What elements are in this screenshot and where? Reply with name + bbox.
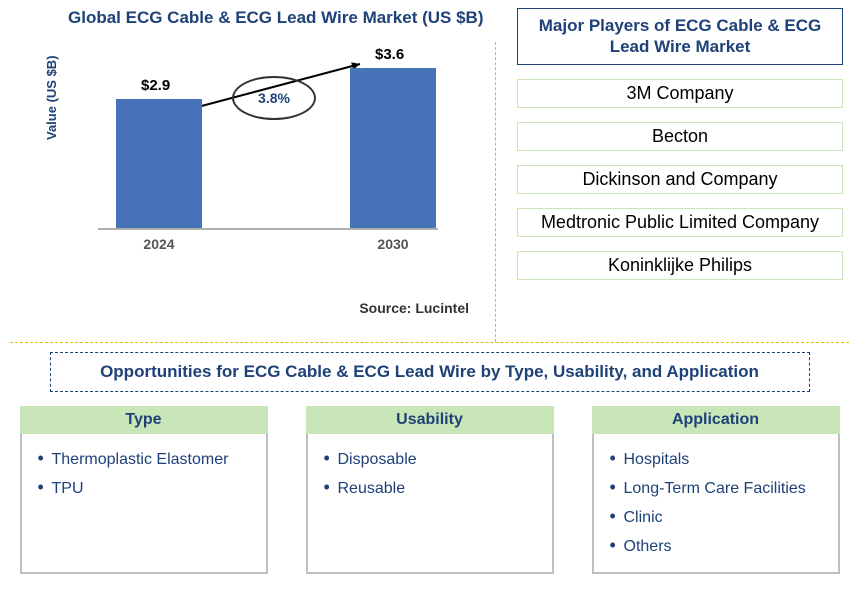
player-item: 3M Company <box>517 79 843 108</box>
chart-plot: 3.8% $2.92024$3.62030 <box>98 50 438 230</box>
segment-item: Thermoplastic Elastomer <box>36 444 254 473</box>
players-list: 3M Company Becton Dickinson and Company Med… <box>517 79 843 280</box>
segment-column: TypeThermoplastic ElastomerTPU <box>20 406 268 574</box>
segment-column: ApplicationHospitalsLong-Term Care Facil… <box>592 406 840 574</box>
chart-title: Global ECG Cable & ECG Lead Wire Market … <box>10 8 495 28</box>
segment-column: UsabilityDisposableReusable <box>306 406 554 574</box>
segment-item: Disposable <box>322 444 540 473</box>
opportunities-title: Opportunities for ECG Cable & ECG Lead W… <box>59 362 801 382</box>
bar-value-label: $3.6 <box>375 46 404 63</box>
player-item: Dickinson and Company <box>517 165 843 194</box>
segment-header: Type <box>20 406 268 434</box>
cagr-value: 3.8% <box>258 90 290 106</box>
chart-area: Value (US $B) 3.8% $2.92024$3.62030 <box>10 48 495 258</box>
segment-body: HospitalsLong-Term Care FacilitiesClinic… <box>592 434 840 574</box>
player-item: Becton <box>517 122 843 151</box>
segment-body: Thermoplastic ElastomerTPU <box>20 434 268 574</box>
xtick-label: 2030 <box>350 236 436 252</box>
xtick-label: 2024 <box>116 236 202 252</box>
segment-item: Reusable <box>322 473 540 502</box>
cagr-ellipse: 3.8% <box>232 76 316 120</box>
horizontal-divider <box>10 342 849 343</box>
opportunities-columns: TypeThermoplastic ElastomerTPUUsabilityD… <box>10 406 849 574</box>
segment-body: DisposableReusable <box>306 434 554 574</box>
player-item: Koninklijke Philips <box>517 251 843 280</box>
players-title-box: Major Players of ECG Cable & ECG Lead Wi… <box>517 8 843 65</box>
segment-header: Application <box>592 406 840 434</box>
chart-bar <box>350 68 436 228</box>
chart-source: Source: Lucintel <box>359 300 469 316</box>
segment-item: Clinic <box>608 502 826 531</box>
opportunities-panel: Opportunities for ECG Cable & ECG Lead W… <box>10 352 849 574</box>
segment-item: Others <box>608 531 826 560</box>
bar-value-label: $2.9 <box>141 77 170 94</box>
opportunities-title-box: Opportunities for ECG Cable & ECG Lead W… <box>50 352 810 392</box>
segment-item: Hospitals <box>608 444 826 473</box>
segment-item: Long-Term Care Facilities <box>608 473 826 502</box>
players-title: Major Players of ECG Cable & ECG Lead Wi… <box>526 15 834 58</box>
vertical-divider <box>495 42 496 342</box>
chart-bar <box>116 99 202 228</box>
chart-panel: Global ECG Cable & ECG Lead Wire Market … <box>0 0 495 320</box>
players-panel: Major Players of ECG Cable & ECG Lead Wi… <box>495 0 859 320</box>
segment-item: TPU <box>36 473 254 502</box>
segment-header: Usability <box>306 406 554 434</box>
yaxis-label: Value (US $B) <box>44 55 59 140</box>
player-item: Medtronic Public Limited Company <box>517 208 843 237</box>
